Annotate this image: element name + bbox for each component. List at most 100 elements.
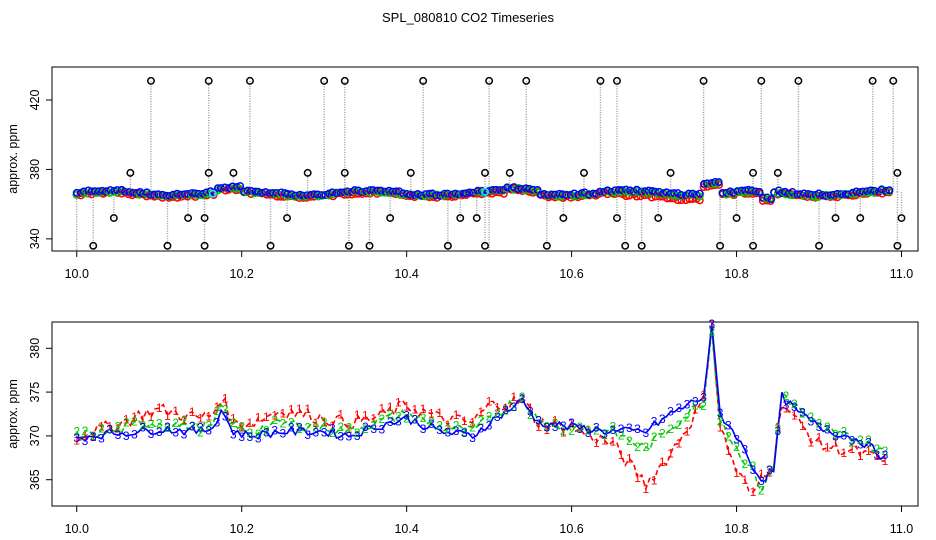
top-series-point	[150, 190, 159, 199]
bottom-series-1-marker: 1	[544, 423, 551, 437]
bottom-series-1-marker: 1	[733, 466, 740, 480]
bottom-x-tick-label: 10.4	[394, 522, 418, 536]
bottom-series-2-marker: 2	[469, 420, 476, 434]
top-series-point	[767, 195, 776, 204]
bottom-series-1-marker: 1	[346, 422, 353, 436]
top-series-point	[703, 179, 712, 188]
bottom-series-2-marker: 2	[238, 420, 245, 434]
bottom-series-3-marker: 3	[527, 405, 534, 419]
top-outlier-point	[505, 168, 514, 177]
bottom-series-1-marker: 1	[585, 423, 592, 437]
top-series-point	[165, 191, 174, 200]
top-outlier-point	[749, 168, 757, 177]
bottom-series-2-marker: 2	[280, 417, 287, 431]
bottom-series-1-marker: 1	[840, 446, 847, 460]
bottom-series-1-marker: 1	[774, 420, 781, 434]
top-series-point	[514, 185, 523, 194]
bottom-series-3-marker: 3	[725, 419, 732, 433]
bottom-series-3-marker: 3	[461, 426, 468, 440]
bottom-series-3-marker: 3	[708, 317, 715, 331]
bottom-series-1-marker: 1	[758, 467, 765, 481]
bottom-series-1-marker: 1	[519, 392, 526, 406]
bottom-series-3-marker: 3	[486, 419, 493, 433]
bottom-series-2-marker: 2	[453, 419, 460, 433]
bottom-series-3-marker: 3	[255, 432, 262, 446]
bottom-series-2-marker: 2	[255, 427, 262, 441]
top-outlier-point	[485, 76, 494, 85]
top-series-point	[432, 191, 441, 200]
top-outlier-point	[757, 76, 766, 85]
bottom-series-2-marker: 2	[684, 410, 691, 424]
bottom-series-3-marker: 3	[230, 427, 237, 441]
top-series-point	[618, 186, 626, 194]
top-outlier-point	[303, 168, 312, 177]
bottom-x-axis: 10.0 10.2 10.4 10.6 10.8 11.0	[65, 506, 913, 536]
top-series-point	[788, 191, 797, 200]
bottom-series-2-marker: 2	[692, 398, 699, 412]
bottom-series-3-marker: 3	[205, 424, 212, 438]
bottom-series-3-marker: 3	[535, 414, 542, 428]
bottom-series-2-marker: 2	[271, 413, 278, 427]
bottom-series-1-marker: 1	[238, 421, 245, 435]
bottom-series-2-marker: 2	[329, 426, 336, 440]
bottom-series-1-marker: 1	[461, 414, 468, 428]
top-series-point	[714, 178, 723, 187]
bottom-series-1-marker: 1	[486, 395, 493, 409]
bottom-series-3-marker: 3	[329, 422, 336, 436]
bottom-series-2-marker: 2	[857, 433, 864, 447]
top-series-point	[102, 187, 111, 196]
bottom-series-3-marker: 3	[453, 424, 460, 438]
top-series-point	[684, 189, 693, 198]
top-outlier-point	[481, 168, 489, 177]
bottom-series-2-marker: 2	[560, 424, 567, 438]
bottom-series-3-marker: 3	[420, 422, 427, 436]
bottom-series-3-marker: 3	[882, 448, 889, 462]
bottom-series-2-marker: 2	[535, 414, 542, 428]
bottom-series-3-marker: 3	[576, 422, 583, 436]
bottom-series-2-marker: 2	[222, 403, 229, 417]
top-outlier-point	[204, 168, 213, 177]
bottom-series-3-marker: 3	[263, 425, 270, 439]
top-outlier-point	[481, 241, 489, 250]
top-series-point	[428, 189, 437, 198]
bottom-series-1-marker: 1	[172, 404, 179, 418]
bottom-series-2-marker: 2	[865, 433, 872, 447]
bottom-series-3-marker: 3	[304, 428, 311, 442]
bottom-series-3-marker: 3	[362, 420, 369, 434]
bottom-series-3-marker: 3	[601, 427, 608, 441]
bottom-series-3-marker: 3	[139, 421, 146, 435]
bottom-series-1-marker: 1	[263, 410, 270, 424]
bottom-series-2-marker: 2	[675, 418, 682, 432]
top-series-point	[106, 188, 114, 197]
top-series-point	[677, 196, 686, 205]
top-outlier-point	[522, 76, 531, 85]
bottom-series-3-marker: 3	[387, 415, 394, 429]
top-series-point	[328, 188, 337, 197]
bottom-series-1-marker: 1	[123, 412, 130, 426]
top-series-point	[465, 188, 474, 197]
bottom-series-1-marker: 1	[82, 429, 89, 443]
bottom-series-1-marker: 1	[354, 408, 361, 422]
top-outlier-point	[419, 76, 428, 85]
bottom-series-1-marker: 1	[189, 405, 196, 419]
bottom-y-label: approx. ppm	[6, 379, 20, 448]
bottom-series-3-marker: 3	[379, 422, 386, 436]
bottom-series-1-marker: 1	[675, 437, 682, 451]
bottom-series-3-marker: 3	[807, 414, 814, 428]
bottom-series-1-marker: 1	[824, 441, 831, 455]
top-outlier-point	[637, 241, 646, 250]
bottom-series-1-marker: 1	[222, 391, 229, 405]
bottom-series-2-marker: 2	[717, 415, 724, 429]
top-series-point	[184, 189, 192, 198]
bottom-series-2-marker: 2	[882, 444, 889, 458]
bottom-series-2-marker: 2	[593, 424, 600, 438]
top-series-point	[484, 187, 493, 196]
bottom-series-3-marker: 3	[667, 405, 674, 419]
bottom-series-1-marker: 1	[717, 420, 724, 434]
bottom-series-1-marker: 1	[873, 449, 880, 463]
bottom-y-tick-label: 375	[28, 382, 42, 403]
top-outlier-point	[229, 168, 238, 177]
top-outlier-point	[200, 214, 209, 222]
top-series-point	[236, 182, 245, 190]
bottom-series-3-marker: 3	[98, 432, 105, 446]
